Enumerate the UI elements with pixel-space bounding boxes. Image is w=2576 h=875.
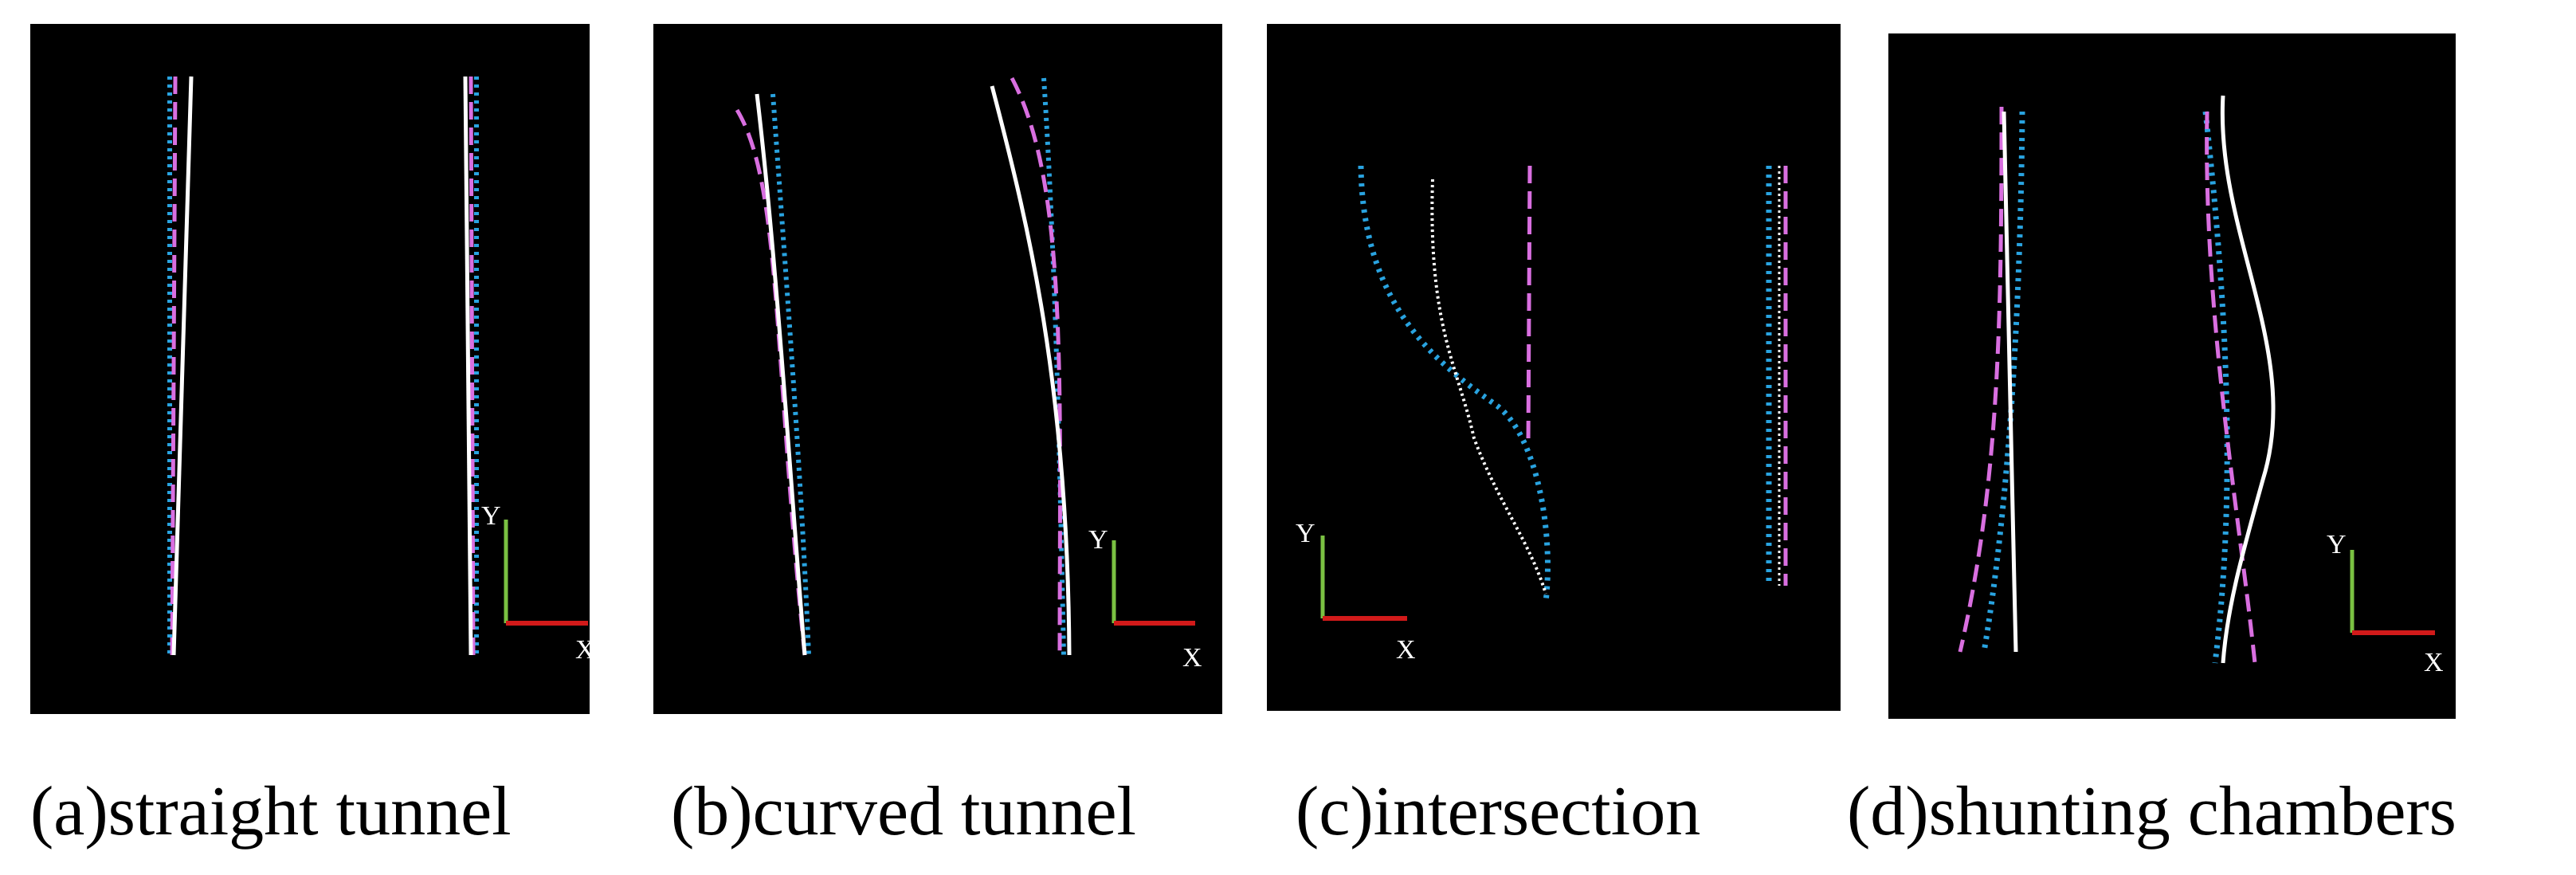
panel-d-shunting-chambers: Y X [1888, 33, 2456, 719]
panel-a-y-label: Y [481, 501, 501, 531]
panel-d-right-dotted [2202, 111, 2230, 664]
panel-a-right-dashed [469, 76, 476, 656]
panel-d-right-dashed [2205, 111, 2257, 664]
panel-a-x-label: X [575, 635, 590, 665]
panel-c-intersection: Y X [1267, 24, 1841, 711]
caption-b: (b)curved tunnel [671, 773, 1136, 850]
panel-c-plot: Y X [1296, 165, 1788, 665]
caption-a: (a)straight tunnel [30, 773, 512, 850]
panel-c-x-label: X [1396, 635, 1416, 665]
panel-a-left-solid [171, 76, 194, 656]
panel-a-plot: Y X [167, 76, 590, 665]
panel-a-straight-tunnel: Y X [30, 24, 590, 714]
panel-d-right-solid [2220, 95, 2276, 664]
panel-b-right-dashed [1010, 77, 1062, 656]
panel-d-left-dashed [1958, 106, 2004, 653]
panel-a-right-solid [463, 76, 473, 656]
panel-b-x-label: X [1182, 643, 1202, 673]
panel-b-right-solid [990, 85, 1072, 656]
panel-a-left-dashed [170, 76, 178, 656]
panel-b-y-label: Y [1088, 525, 1108, 555]
panel-b-curved-tunnel: Y X [653, 24, 1222, 714]
caption-d: (d)shunting chambers [1847, 773, 2456, 850]
panel-b-left-solid [755, 93, 807, 656]
panel-d-y-label: Y [2327, 530, 2347, 559]
panel-c-branch-dotted [1358, 165, 1551, 602]
panel-d-left-solid [2002, 111, 2018, 653]
panel-d-x-label: X [2424, 648, 2444, 677]
panel-c-y-label: Y [1296, 519, 1315, 548]
panel-b-right-dotted [1041, 77, 1066, 656]
panel-d-plot: Y X [1958, 95, 2444, 677]
panel-c-branch-white-dotted [1430, 179, 1547, 594]
panel-c-center-dashed [1526, 165, 1532, 447]
panel-b-plot: Y X [735, 77, 1202, 673]
panel-b-left-dotted [770, 93, 811, 656]
caption-c: (c)intersection [1296, 773, 1701, 850]
